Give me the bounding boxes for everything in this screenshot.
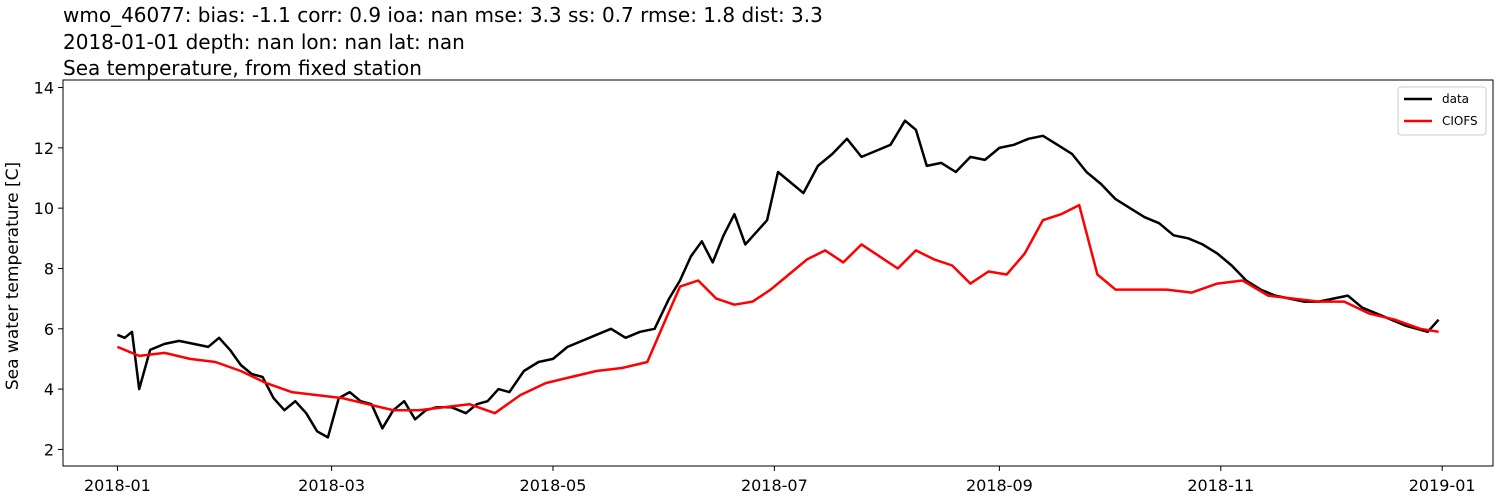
legend-label-data: data: [1442, 92, 1469, 106]
legend: data CIOFS: [1397, 86, 1487, 136]
chart-title-line-1: wmo_46077: bias: -1.1 corr: 0.9 ioa: nan…: [63, 3, 823, 27]
y-tick-label-2: 6: [44, 320, 54, 339]
x-tick-label-1: 2018-03: [298, 476, 365, 495]
x-tick-label-6: 2019-01: [1409, 476, 1476, 495]
y-tick-label-1: 4: [44, 380, 54, 399]
y-tick-label-6: 14: [34, 79, 54, 98]
plot-frame: [62, 79, 1494, 467]
tick-layer: 2018-01 2018-03 2018-05 2018-07 2018-09 2018-…: [34, 79, 1476, 495]
y-tick-label-0: 2: [44, 440, 54, 459]
series-layer: [116, 119, 1440, 439]
y-axis-label: Sea water temperature [C]: [3, 162, 23, 390]
x-tick-label-2: 2018-05: [520, 476, 587, 495]
x-tick-label-4: 2018-09: [966, 476, 1033, 495]
legend-label-ciofs: CIOFS: [1442, 114, 1478, 128]
series-line-ciofs: [116, 203, 1439, 415]
y-tick-label-3: 8: [44, 259, 54, 278]
chart-title-line-3: Sea temperature, from fixed station: [63, 56, 422, 80]
chart-title-line-2: 2018-01-01 depth: nan lon: nan lat: nan: [63, 30, 465, 54]
y-tick-label-4: 10: [34, 199, 54, 218]
y-tick-label-5: 12: [34, 139, 54, 158]
x-tick-label-5: 2018-11: [1187, 476, 1254, 495]
series-line-data: [116, 119, 1440, 439]
x-tick-label-0: 2018-01: [84, 476, 151, 495]
x-tick-label-3: 2018-07: [741, 476, 808, 495]
